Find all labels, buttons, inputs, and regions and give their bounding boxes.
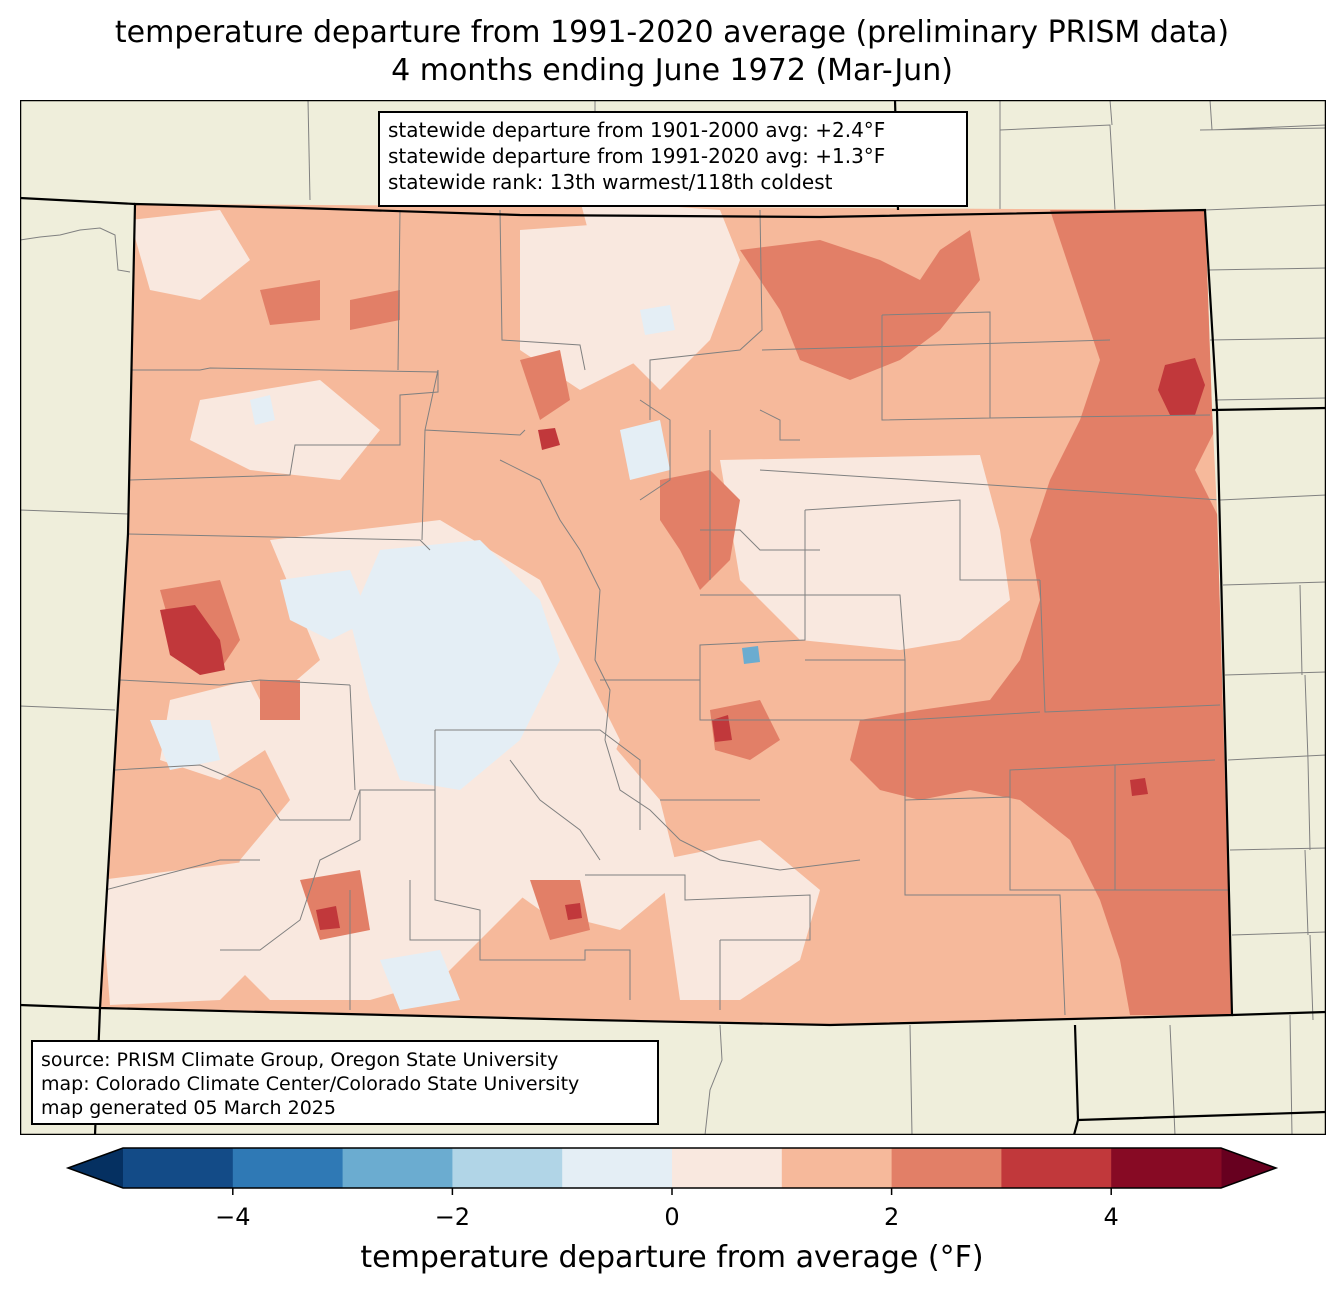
colorbar-bin	[452, 1148, 563, 1188]
colorbar	[65, 1147, 1279, 1195]
lake-spot	[742, 646, 760, 664]
hot-spots	[160, 358, 1205, 930]
colorbar-tick-label: 4	[1103, 1203, 1119, 1231]
colorbar-bin	[1001, 1148, 1112, 1188]
colorbar-extend-high	[1221, 1148, 1276, 1188]
statewide-stats-box: statewide departure from 1901-2000 avg: …	[378, 111, 968, 207]
credits-source: source: PRISM Climate Group, Oregon Stat…	[41, 1049, 559, 1071]
colorbar-bin	[672, 1148, 783, 1188]
stats-line-1901-2000: statewide departure from 1901-2000 avg: …	[388, 118, 886, 142]
colorbar-bin	[123, 1148, 234, 1188]
colorbar-tick-label: −4	[215, 1203, 251, 1231]
colorbar-extend-low	[68, 1148, 123, 1188]
map-title-line-1: temperature departure from 1991-2020 ave…	[114, 15, 1230, 50]
colorbar-bin	[1111, 1148, 1222, 1188]
colorbar-bin	[342, 1148, 453, 1188]
colorbar-tick-label: −2	[434, 1203, 471, 1231]
colorbar-tick-label: 0	[664, 1203, 680, 1231]
colorbar-tick-label: 2	[883, 1203, 900, 1231]
map-title-line-2: 4 months ending June 1972 (Mar-Jun)	[391, 53, 953, 88]
slightly-cool-areas	[150, 305, 675, 1010]
stats-line-1991-2020: statewide departure from 1991-2020 avg: …	[388, 144, 886, 168]
colorbar-bin	[891, 1148, 1002, 1188]
colorbar-bin	[781, 1148, 893, 1188]
credits-generated: map generated 05 March 2025	[41, 1097, 336, 1119]
credits-map: map: Colorado Climate Center/Colorado St…	[41, 1073, 580, 1095]
stats-line-rank: statewide rank: 13th warmest/118th colde…	[388, 170, 833, 194]
credits-box: source: PRISM Climate Group, Oregon Stat…	[31, 1040, 659, 1125]
map-border	[20, 100, 1326, 1135]
county-lines	[104, 209, 1230, 1016]
colorbar-label: temperature departure from average (°F)	[360, 1240, 984, 1275]
colorbar-bin	[232, 1148, 344, 1188]
map-panel	[20, 100, 1326, 1135]
colorbar-outline	[65, 1147, 1279, 1189]
colorbar-bin	[562, 1148, 673, 1188]
